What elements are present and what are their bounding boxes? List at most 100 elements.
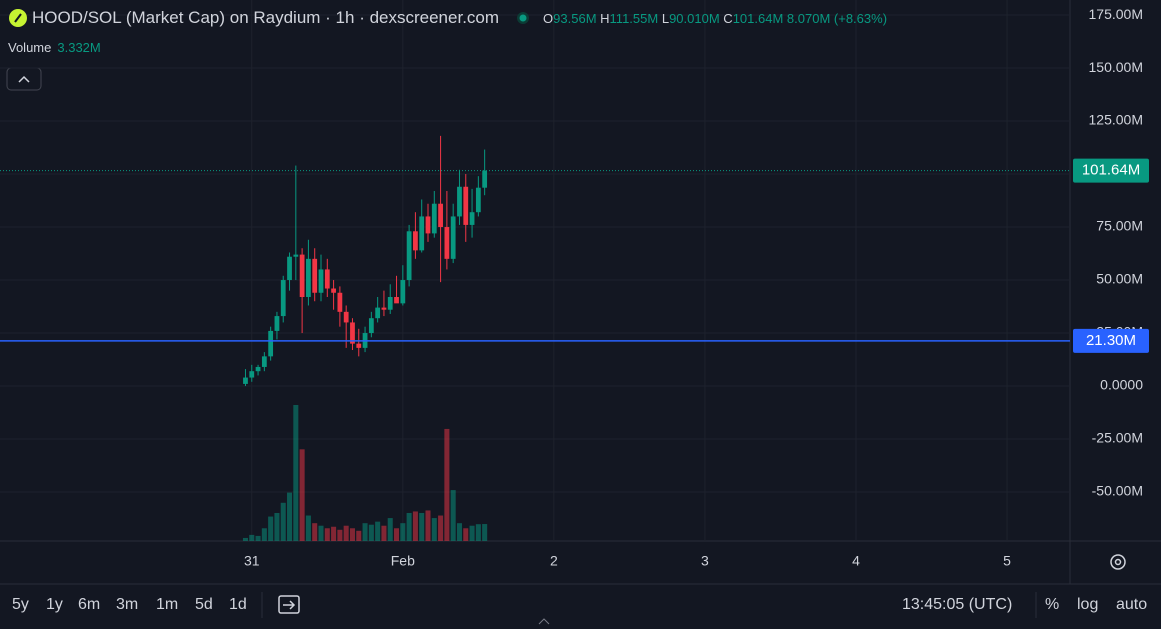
range-button[interactable]: 5d [195,596,213,613]
candle-body [318,269,324,293]
candle-body [274,316,280,331]
volume-bar [419,512,425,541]
candle-body [243,377,248,384]
legend-letter: L [661,10,670,26]
volume-bar [368,524,374,541]
volume-bar [249,534,255,541]
candle-body [482,170,488,188]
volume-bar [293,405,299,541]
x-tick-label: 5 [1003,553,1011,569]
percent-toggle[interactable]: % [1045,596,1060,613]
range-button[interactable]: 1d [229,596,247,613]
collapse-button[interactable] [6,67,42,91]
candle-body [387,296,393,310]
y-tick-label: -25.00M [1092,430,1143,446]
price-line-label: 101.64M [1082,162,1140,179]
range-button[interactable]: 3m [116,596,139,613]
candle-body [280,280,286,317]
expand-icon[interactable] [538,618,550,625]
candle-body [337,292,343,312]
volume-bar [255,535,261,541]
toolbar: 5y 1y 6m 3m 1m 5d 1d 13:45:05 (UTC)% log auto [0,586,1161,626]
legend-change: 8.070M [786,10,831,26]
candle-body [268,330,274,357]
clock[interactable]: 13:45:05 (UTC) [902,596,1013,613]
volume-bar [287,492,293,541]
price-line-tag [1073,158,1149,183]
volume-bar [343,525,349,541]
candle-body [438,203,443,228]
volume-bar [299,449,305,541]
y-tick-label: 75.00M [1096,218,1143,234]
ohlc-legend: O93.56M H111.55M L90.010M C101.64M 8.070… [543,11,887,26]
status-dot [517,12,530,24]
volume-bar [349,528,355,541]
y-tick-label: 50.00M [1096,271,1143,287]
range-button[interactable]: 1y [46,596,63,613]
range-button[interactable]: 5y [12,596,29,613]
volume-bar [394,528,400,541]
volume-bar [438,515,444,541]
volume-bar [318,525,324,541]
level-line-tag [1073,328,1149,353]
candle-body [463,186,469,225]
y-tick-label: 125.00M [1089,112,1143,128]
y-tick-label: 150.00M [1089,59,1143,75]
legend-change-pct: (+8.63%) [833,10,888,26]
volume-bar [450,490,456,541]
candle-body [356,343,362,348]
candle-body [450,216,456,259]
candle-body [299,254,305,297]
candle-body [306,258,311,297]
volume-bar [242,537,248,541]
legend-value: 101.64M [732,10,784,26]
legend-value: 93.56M [553,10,597,26]
volume-title: Volume [8,40,52,55]
volume-bar [305,515,311,541]
candle-body [475,187,481,213]
auto-toggle[interactable]: auto [1116,596,1148,613]
x-tick-label: Feb [391,553,415,569]
date-range-icon[interactable] [278,595,300,614]
volume-bar [274,512,280,541]
legend-value: 111.55M [609,10,659,26]
grid [0,0,1070,541]
volume-bar [375,521,381,541]
candle-body [457,186,462,217]
candle-body [293,254,299,257]
range-button[interactable]: 1m [156,596,179,613]
volume-bar [312,523,318,541]
candle-body [381,307,387,310]
candle-body [343,311,349,323]
volume-bar [280,502,286,541]
volume-bar [482,524,488,541]
settings-icon[interactable] [1110,554,1126,570]
candle-body [368,318,374,334]
volume-bar [456,523,462,541]
legend-value: 90.010M [669,10,720,26]
volume-bar [463,528,469,541]
candle-body [375,307,381,319]
x-tick-label: 4 [852,553,860,569]
volume-bar [337,529,343,541]
candle-body [312,258,318,293]
volume-bar [406,512,412,541]
volume-bar [475,524,481,541]
candle-body [287,256,292,281]
volume-bar [324,528,330,541]
chart-title: HOOD/SOL (Market Cap) on Raydium · 1h · … [32,8,500,27]
log-toggle[interactable]: log [1077,596,1099,613]
candle-body [469,212,475,225]
legend-letter: C [723,10,733,26]
candle-body [444,227,450,259]
volume-bar [431,518,437,541]
volume-bar [469,525,475,541]
token-logo [9,9,27,27]
volume-value: 3.332M [57,40,101,55]
legend-header: HOOD/SOL (Market Cap) on Raydium · 1h · … [8,8,887,28]
collapse-icon [18,75,30,83]
volume-bar [425,510,431,541]
range-button[interactable]: 6m [78,596,101,613]
